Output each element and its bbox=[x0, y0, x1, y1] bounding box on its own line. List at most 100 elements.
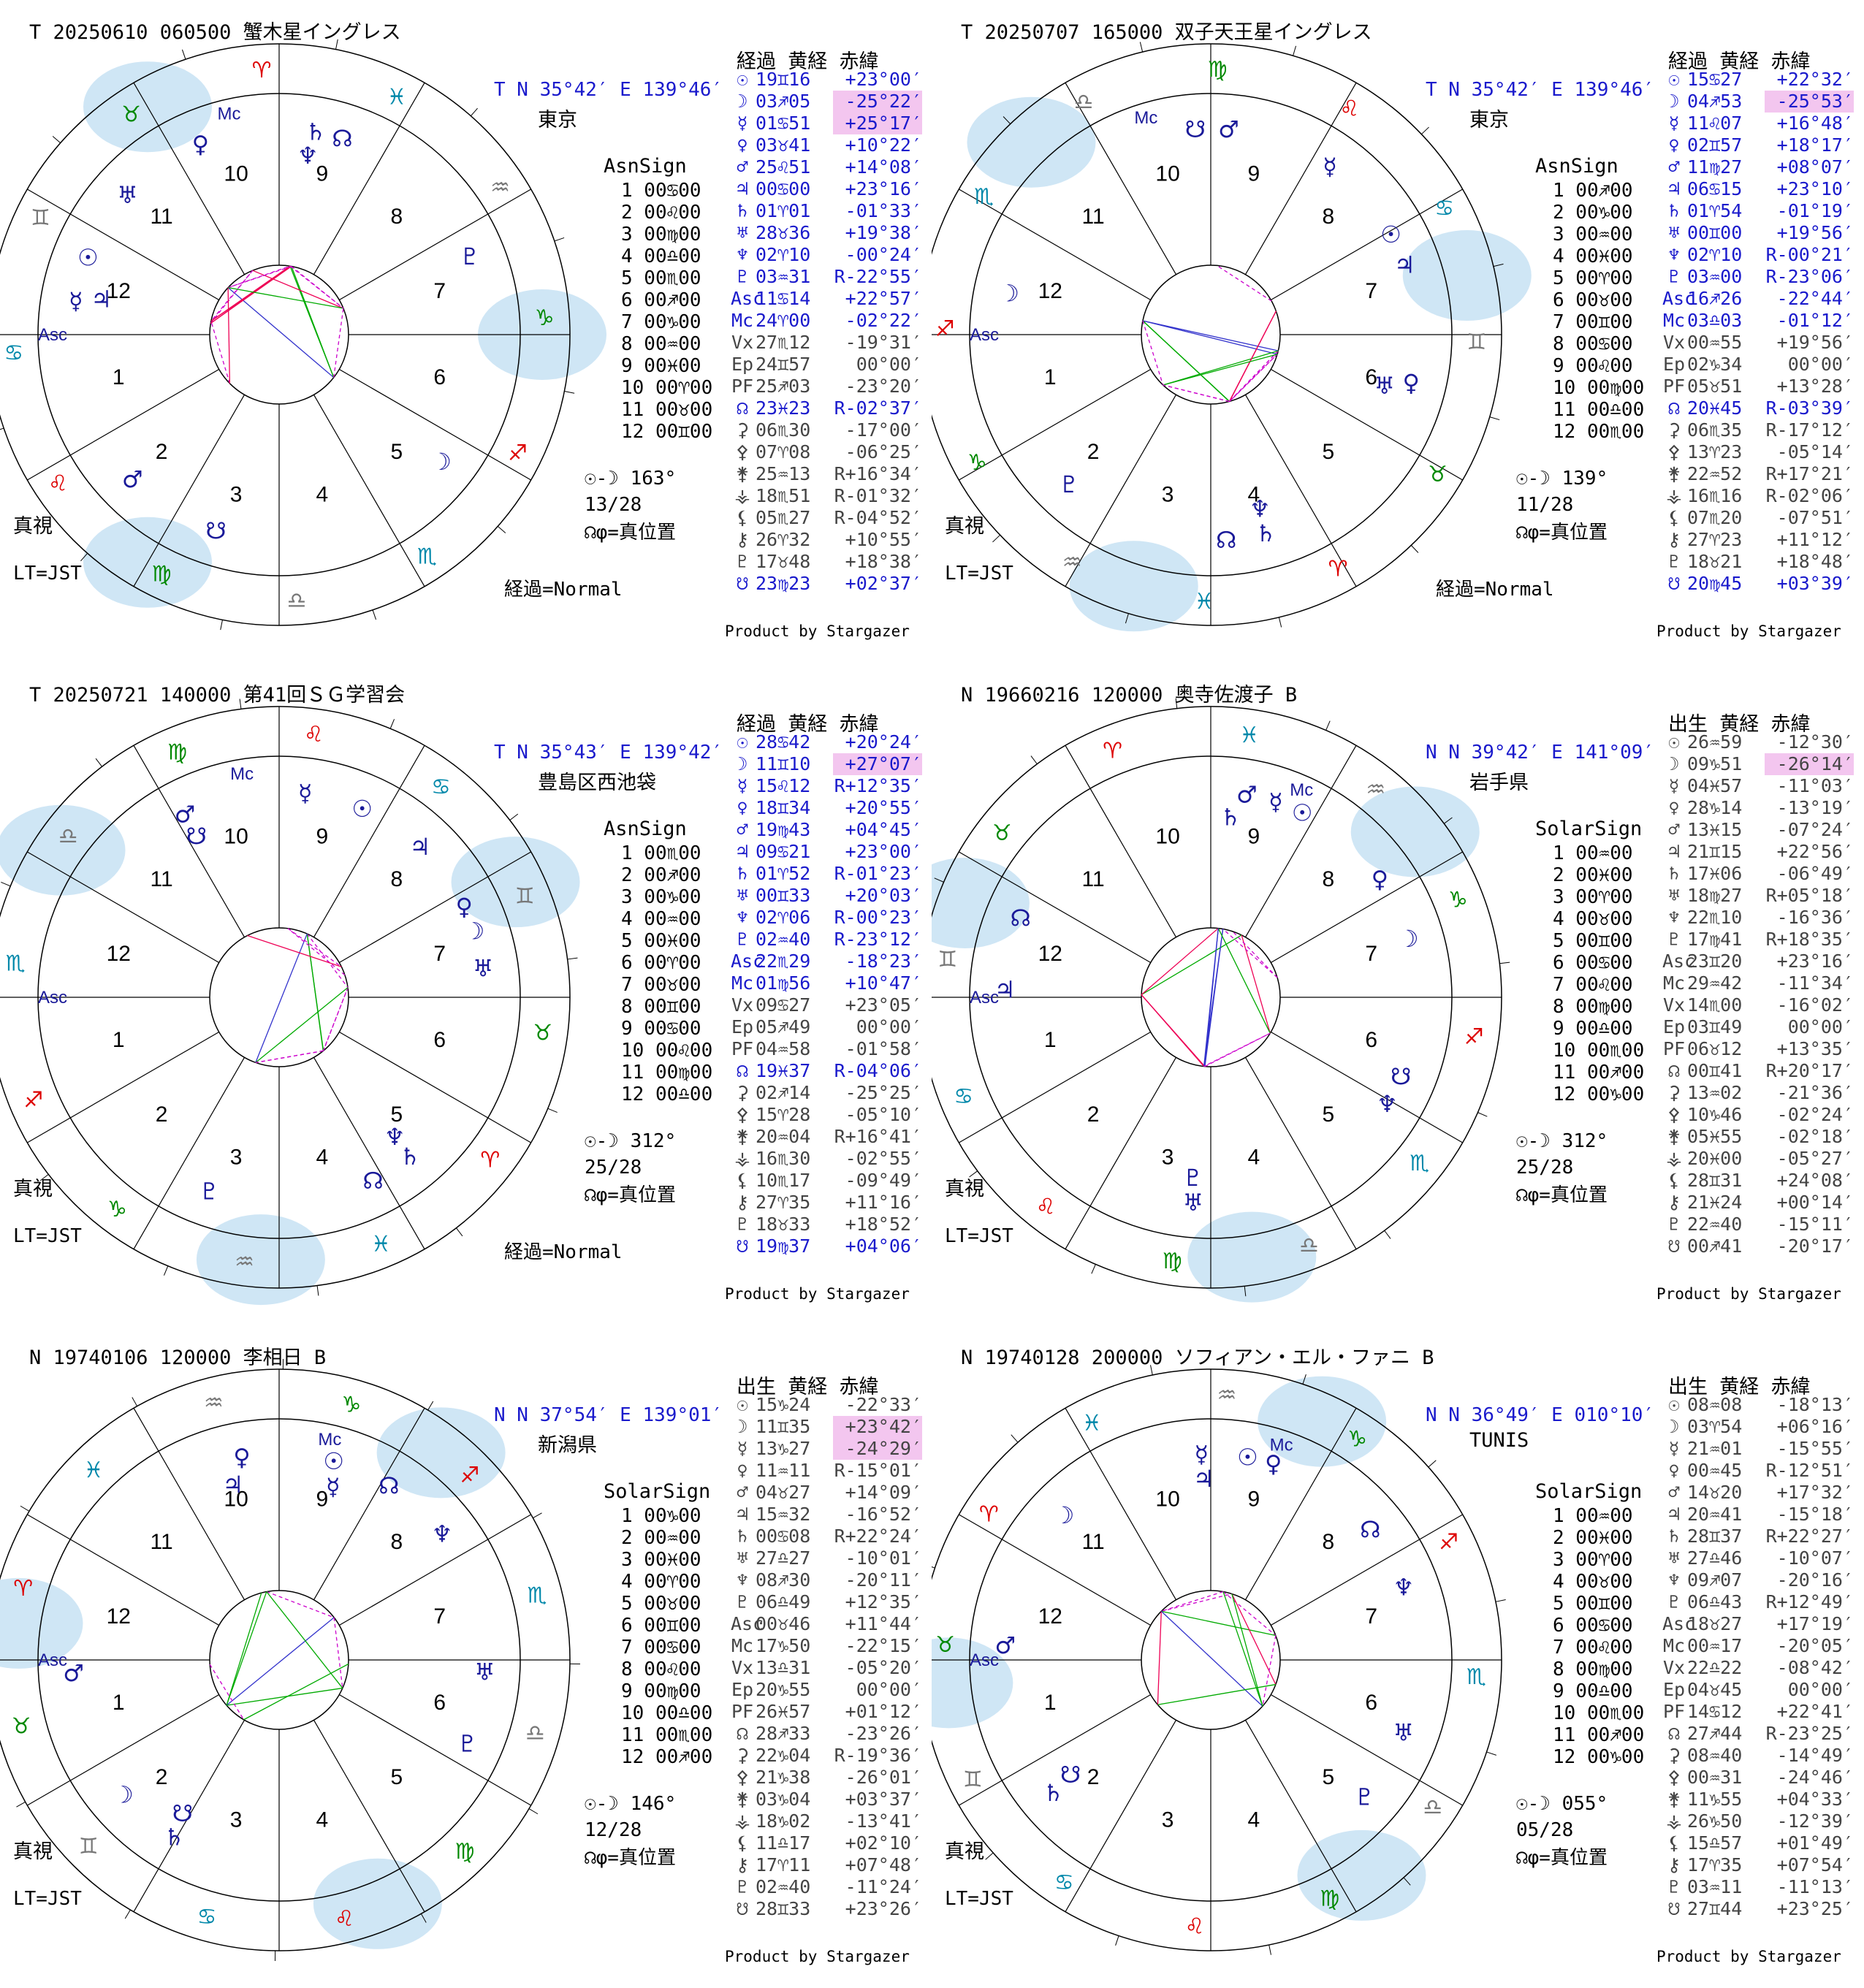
planet-glyph: ☉ bbox=[323, 1447, 344, 1475]
row-longitude: 00♉46 bbox=[756, 1613, 811, 1634]
sign-glyph: ♌ bbox=[1036, 1195, 1056, 1220]
row-longitude: 28♊31 bbox=[1687, 1170, 1743, 1191]
sign-glyph: ♓ bbox=[84, 1458, 104, 1483]
asc-marker: Asc bbox=[970, 988, 999, 1008]
row-declination: +23°26′ bbox=[845, 1898, 922, 1919]
row-longitude: 06♉12 bbox=[1687, 1038, 1743, 1059]
mc-marker: Mc bbox=[1270, 1435, 1293, 1455]
sign-glyph: ♌ bbox=[1339, 96, 1359, 121]
row-glyph: ♀ bbox=[1668, 1460, 1680, 1481]
planet-glyph: ♂ bbox=[1236, 780, 1258, 808]
house-number: 1 bbox=[113, 1691, 125, 1715]
sign-glyph: ♍ bbox=[454, 1839, 474, 1865]
row-longitude: 28♋42 bbox=[756, 731, 811, 753]
sun-moon-angle: ☉-☽ 139° bbox=[1516, 468, 1608, 490]
node-type: ☊φ=真位置 bbox=[585, 1847, 676, 1869]
row-glyph: ♆ bbox=[1668, 244, 1680, 265]
row-declination: +23°42′ bbox=[833, 1416, 922, 1438]
row-longitude: 23♍23 bbox=[756, 573, 811, 594]
row-declination: -11°24′ bbox=[845, 1876, 922, 1897]
house-number: 6 bbox=[1365, 1028, 1377, 1052]
aspect-line bbox=[210, 270, 254, 321]
row-declination: +19°56′ bbox=[1776, 332, 1854, 353]
row-declination: +03°39′ bbox=[1776, 573, 1854, 594]
sign-glyph: ♍ bbox=[1163, 1249, 1182, 1274]
row-longitude: 11♒11 bbox=[756, 1460, 811, 1481]
row-declination: +13°28′ bbox=[1776, 376, 1854, 397]
position-row: ⚸ 11♎17 +02°10′ bbox=[731, 1832, 924, 1854]
row-longitude: 00♋08 bbox=[756, 1526, 811, 1547]
row-declination: +07°48′ bbox=[845, 1854, 922, 1875]
sign-tick bbox=[420, 1913, 427, 1923]
position-row: ♇ 03♒11 -11°13′ bbox=[1662, 1876, 1856, 1898]
row-longitude: 06♎49 bbox=[756, 1591, 811, 1612]
sign-tick bbox=[1421, 126, 1429, 135]
row-longitude: 02♑34 bbox=[1687, 354, 1743, 375]
row-glyph: ♀ bbox=[737, 134, 748, 156]
row-glyph: ⚴ bbox=[1667, 441, 1681, 462]
sign-tick bbox=[1325, 720, 1331, 731]
position-row: ⚳ 06♏30 -17°00′ bbox=[731, 419, 924, 441]
house-cusp bbox=[133, 394, 246, 587]
row-longitude: 15♒32 bbox=[756, 1504, 811, 1525]
row-longitude: 02♒40 bbox=[756, 1876, 811, 1897]
row-declination: R-00°23′ bbox=[834, 907, 922, 928]
row-longitude: 16♏16 bbox=[1687, 485, 1743, 506]
house-sign-row: 10 00♏00 bbox=[1553, 1702, 1645, 1724]
row-longitude: 17♉48 bbox=[756, 551, 811, 572]
house-cusp bbox=[27, 1694, 220, 1806]
sign-glyph: ♒ bbox=[1217, 1383, 1236, 1409]
position-row: Mc 03♎03 -01°12′ bbox=[1662, 310, 1856, 332]
planet-glyph: ☋ bbox=[186, 822, 207, 850]
house-sign-row: 10 00♈00 bbox=[621, 377, 713, 399]
row-glyph: Asc bbox=[731, 1613, 764, 1634]
house-number: 9 bbox=[1248, 824, 1260, 848]
position-row: ⚴ 21♑38 -26°01′ bbox=[731, 1767, 924, 1789]
row-declination: -11°34′ bbox=[1776, 972, 1854, 994]
row-glyph: ♇ bbox=[1668, 929, 1680, 950]
aspect-line bbox=[1141, 934, 1242, 996]
house-sign-row: 6 00♐00 bbox=[621, 289, 701, 311]
planet-glyph: ☿ bbox=[1268, 788, 1283, 815]
row-longitude: 19♍37 bbox=[756, 1235, 811, 1257]
mode-label: 経過=Normal bbox=[1436, 579, 1554, 601]
sign-glyph: ♉ bbox=[121, 102, 141, 127]
position-row: ♃ 06♋15 +23°10′ bbox=[1662, 178, 1856, 200]
planet-glyph: ♇ bbox=[1182, 1164, 1203, 1192]
row-declination: +03°37′ bbox=[845, 1789, 922, 1810]
position-row: Mc 24♈00 -02°22′ bbox=[731, 310, 924, 332]
position-row: ⚴ 00♒31 -24°46′ bbox=[1662, 1767, 1856, 1789]
aspect-line bbox=[1161, 1610, 1277, 1637]
row-glyph: ⚳ bbox=[735, 419, 750, 441]
position-row: ♂ 14♉20 +17°32′ bbox=[1662, 1482, 1856, 1504]
row-longitude: 08♒08 bbox=[1687, 1394, 1743, 1415]
house-sign-row: 2 00♑00 bbox=[1553, 202, 1633, 224]
row-longitude: 17♈35 bbox=[1687, 1854, 1743, 1875]
row-declination: +18°38′ bbox=[845, 551, 922, 572]
row-longitude: 14♉20 bbox=[1687, 1482, 1743, 1503]
row-longitude: 19♍43 bbox=[756, 819, 811, 840]
house-number: 6 bbox=[1365, 365, 1377, 389]
row-glyph: ☊ bbox=[737, 1723, 748, 1744]
row-glyph: ⚸ bbox=[735, 1170, 750, 1191]
house-sign-row: 2 00♓00 bbox=[1553, 1527, 1633, 1549]
position-row: ⚵ 11♑55 +04°33′ bbox=[1662, 1789, 1856, 1810]
row-longitude: 17♓06 bbox=[1687, 863, 1743, 884]
row-longitude: 24♈00 bbox=[756, 310, 811, 331]
position-row: ☋ 27♊44 +23°25′ bbox=[1662, 1898, 1856, 1920]
house-cusp bbox=[133, 745, 246, 938]
row-declination: +22°41′ bbox=[1776, 1701, 1854, 1722]
row-declination: -05°10′ bbox=[845, 1104, 922, 1125]
sign-label: AsnSign bbox=[604, 818, 687, 840]
row-glyph: ♅ bbox=[737, 885, 748, 906]
position-row: ☋ 23♍23 +02°37′ bbox=[731, 573, 924, 595]
house-cusp bbox=[338, 368, 531, 481]
row-longitude: 09♋27 bbox=[756, 994, 811, 1016]
position-row: ⚴ 13♈23 -05°14′ bbox=[1662, 441, 1856, 463]
aspect-line bbox=[1157, 1611, 1162, 1705]
position-row: Vx 13♎31 -05°20′ bbox=[731, 1657, 924, 1679]
row-longitude: 22♒40 bbox=[1687, 1214, 1743, 1235]
row-longitude: 01♍56 bbox=[756, 972, 811, 994]
sign-glyph: ♈ bbox=[979, 1501, 999, 1527]
